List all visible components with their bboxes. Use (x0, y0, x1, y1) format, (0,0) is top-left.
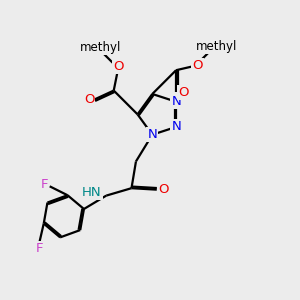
Text: O: O (158, 183, 169, 196)
Text: HN: HN (82, 186, 102, 199)
Text: methyl: methyl (196, 40, 237, 53)
Text: N: N (171, 120, 181, 134)
Text: O: O (84, 93, 94, 106)
Text: O: O (193, 59, 203, 72)
Text: N: N (147, 128, 157, 141)
Text: O: O (178, 86, 189, 99)
Text: N: N (171, 95, 181, 108)
Text: F: F (35, 242, 43, 255)
Text: F: F (40, 178, 48, 191)
Text: O: O (113, 60, 123, 73)
Text: methyl: methyl (80, 41, 121, 54)
